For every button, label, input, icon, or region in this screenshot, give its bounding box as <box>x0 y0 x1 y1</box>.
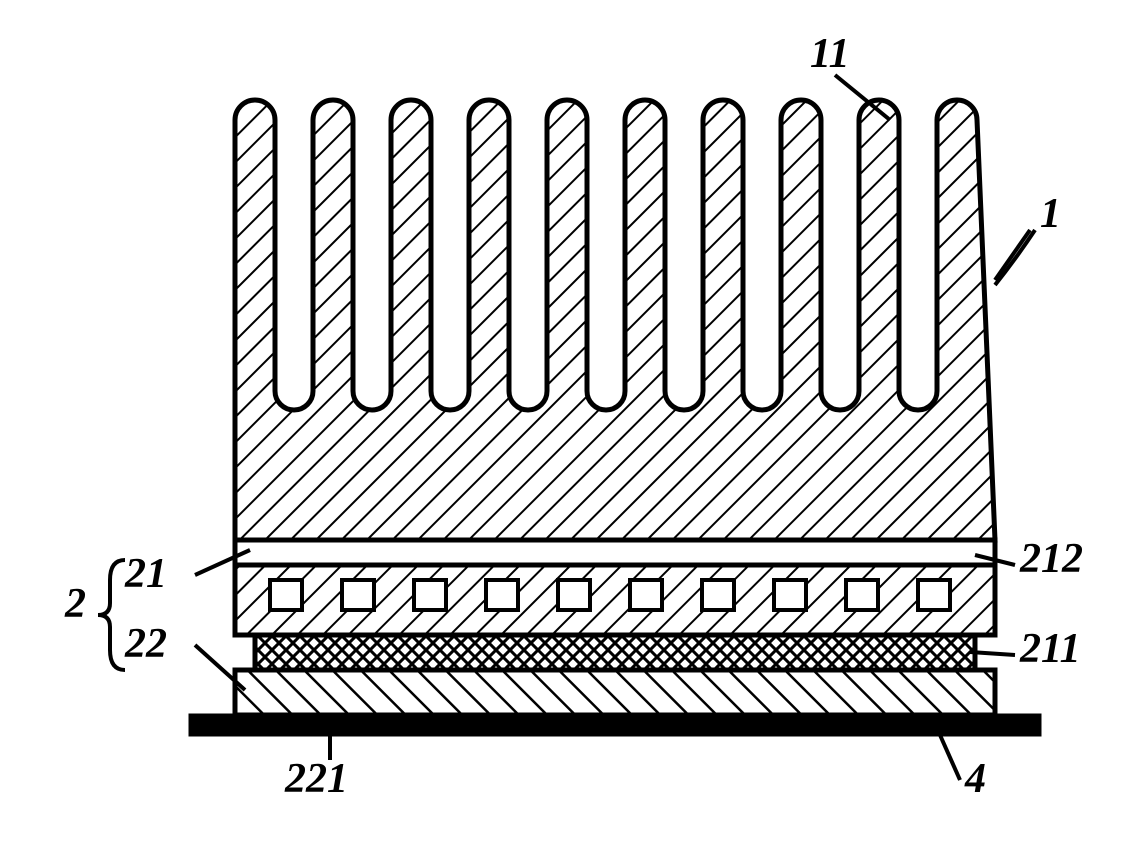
label-11: 11 <box>810 30 850 78</box>
label-1: 1 <box>1040 190 1061 238</box>
label-211: 211 <box>1020 625 1081 673</box>
label-4: 4 <box>965 755 986 803</box>
label-221: 221 <box>285 755 348 803</box>
diagram-container: 11 1 2 21 22 212 211 221 4 <box>20 20 1141 832</box>
cross-section-diagram <box>20 20 1141 832</box>
label-2: 2 <box>65 580 86 628</box>
label-212: 212 <box>1020 535 1083 583</box>
label-21: 21 <box>125 550 167 598</box>
label-22: 22 <box>125 620 167 668</box>
